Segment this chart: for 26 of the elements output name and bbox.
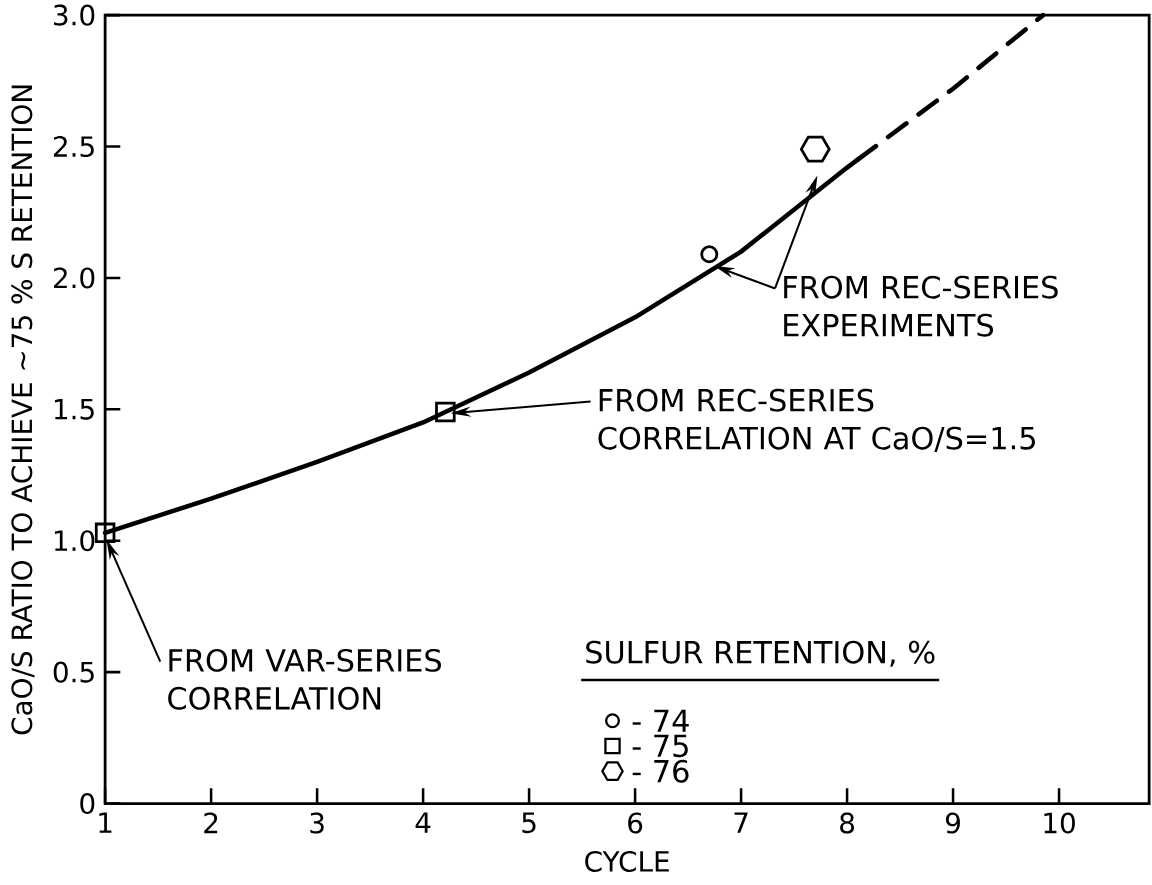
x-tick-label: 4: [415, 812, 431, 833]
annotation: FROM REC-SERIES CORRELATION AT CaO/S=1.5: [598, 388, 1035, 453]
x-tick-label: 8: [840, 812, 855, 834]
x-tick-label: 5: [522, 812, 536, 834]
x-tick-label: 10: [1044, 812, 1075, 834]
y-tick-label: 1.0: [54, 530, 95, 552]
legend-label: - 76: [632, 759, 689, 783]
x-tick-label: 7: [734, 812, 748, 833]
legend-label: - 74: [632, 709, 689, 732]
y-tick-label: 1.5: [54, 399, 94, 420]
y-tick-label: 2.0: [53, 267, 95, 289]
x-axis-title: CYCLE: [585, 850, 669, 872]
y-axis-title: CaO/S RATIO TO ACHIEVE ~75 % S RETENTION: [11, 85, 35, 735]
x-tick-label: 3: [310, 812, 324, 834]
legend-title: SULFUR RETENTION, %: [586, 640, 935, 667]
x-tick-label: 9: [945, 812, 960, 834]
x-tick-label: 1: [99, 812, 112, 833]
y-tick-label: 0.5: [53, 661, 94, 683]
y-tick-label: 0: [80, 793, 95, 815]
annotation: FROM REC-SERIES EXPERIMENTS: [784, 275, 1058, 337]
x-tick-label: 2: [204, 812, 218, 834]
legend-label: - 75: [632, 734, 688, 758]
y-tick-label: 2.5: [53, 136, 94, 158]
x-tick-label: 6: [628, 812, 643, 834]
annotation: FROM VAR-SERIES CORRELATION: [168, 648, 441, 710]
y-tick-label: 3.0: [54, 4, 95, 26]
